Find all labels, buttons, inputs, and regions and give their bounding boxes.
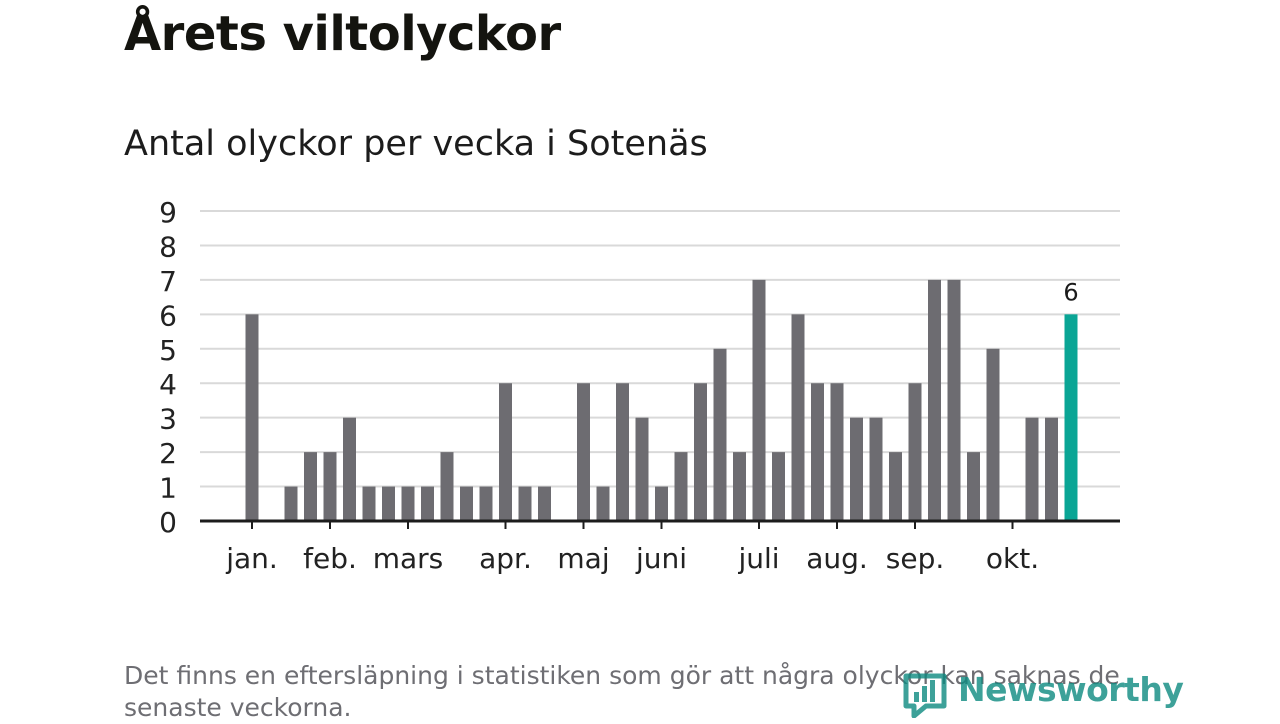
bar bbox=[1025, 417, 1039, 521]
bar bbox=[284, 486, 298, 521]
bar bbox=[694, 383, 707, 521]
y-tick-label: 1 bbox=[159, 472, 177, 505]
highlight-value-label: 6 bbox=[1063, 278, 1078, 306]
x-tick-label: jan. bbox=[225, 542, 278, 575]
x-tick-label: okt. bbox=[986, 542, 1039, 575]
bar-highlighted bbox=[1064, 314, 1078, 521]
y-tick-label: 4 bbox=[159, 368, 177, 401]
bar bbox=[460, 486, 473, 521]
bar bbox=[830, 383, 844, 521]
x-tick-label: aug. bbox=[806, 542, 868, 575]
bar bbox=[479, 486, 493, 521]
bar bbox=[518, 486, 532, 521]
y-tick-label: 5 bbox=[159, 334, 177, 367]
bar bbox=[986, 348, 1000, 521]
bar bbox=[538, 486, 551, 521]
y-tick-label: 3 bbox=[159, 403, 177, 436]
bar bbox=[850, 417, 863, 521]
bar bbox=[967, 452, 980, 521]
y-tick-label: 2 bbox=[159, 437, 177, 470]
bar bbox=[869, 417, 883, 521]
y-tick-label: 7 bbox=[159, 265, 177, 298]
bar bbox=[382, 486, 395, 521]
bar bbox=[733, 452, 746, 521]
newsworthy-logo: Newsworthy bbox=[900, 668, 1184, 719]
bar bbox=[811, 383, 824, 521]
bar bbox=[343, 417, 356, 521]
x-tick-label: mars bbox=[373, 542, 444, 575]
bar bbox=[362, 486, 376, 521]
x-tick-label: feb. bbox=[303, 542, 357, 575]
y-tick-label: 6 bbox=[159, 299, 177, 332]
newsworthy-logo-icon bbox=[903, 673, 947, 719]
x-tick-label: apr. bbox=[479, 542, 532, 575]
newsworthy-logo-text: Newsworthy bbox=[958, 670, 1184, 709]
bar bbox=[889, 452, 902, 521]
bar bbox=[616, 383, 629, 521]
grid-lines bbox=[200, 210, 1120, 488]
bar bbox=[908, 383, 922, 521]
x-tick-label: maj bbox=[557, 542, 609, 575]
bar bbox=[928, 279, 941, 521]
y-tick-label: 8 bbox=[159, 230, 177, 263]
bar bbox=[421, 486, 434, 521]
y-tick-label: 9 bbox=[159, 196, 177, 229]
bar bbox=[947, 279, 961, 521]
x-tick-label: juni bbox=[635, 542, 687, 575]
bar bbox=[577, 383, 590, 521]
page-title: Årets viltolyckor bbox=[124, 6, 561, 62]
x-axis-ticks: jan. feb. mars apr. maj juni juli aug. sep. okt. bbox=[225, 521, 1039, 575]
bar bbox=[772, 452, 785, 521]
bar bbox=[323, 452, 337, 521]
bar bbox=[440, 452, 454, 521]
x-tick-label: juli bbox=[737, 542, 779, 575]
bar bbox=[635, 417, 649, 521]
footnote: Det finns en eftersläpning i statistiken… bbox=[124, 661, 1120, 722]
bar bbox=[304, 452, 317, 521]
chart-subtitle: Antal olyckor per vecka i Sotenäs bbox=[124, 124, 708, 164]
bars bbox=[245, 279, 1078, 521]
bar bbox=[245, 314, 259, 521]
bar bbox=[596, 486, 610, 521]
bar bbox=[791, 314, 805, 521]
y-tick-label: 0 bbox=[159, 506, 177, 539]
bar bbox=[655, 486, 668, 521]
bar bbox=[401, 486, 415, 521]
bar bbox=[713, 348, 727, 521]
bar bbox=[499, 383, 512, 521]
bar bbox=[1045, 417, 1058, 521]
x-tick-label: sep. bbox=[886, 542, 945, 575]
bar bbox=[674, 452, 688, 521]
bar bbox=[752, 279, 766, 521]
